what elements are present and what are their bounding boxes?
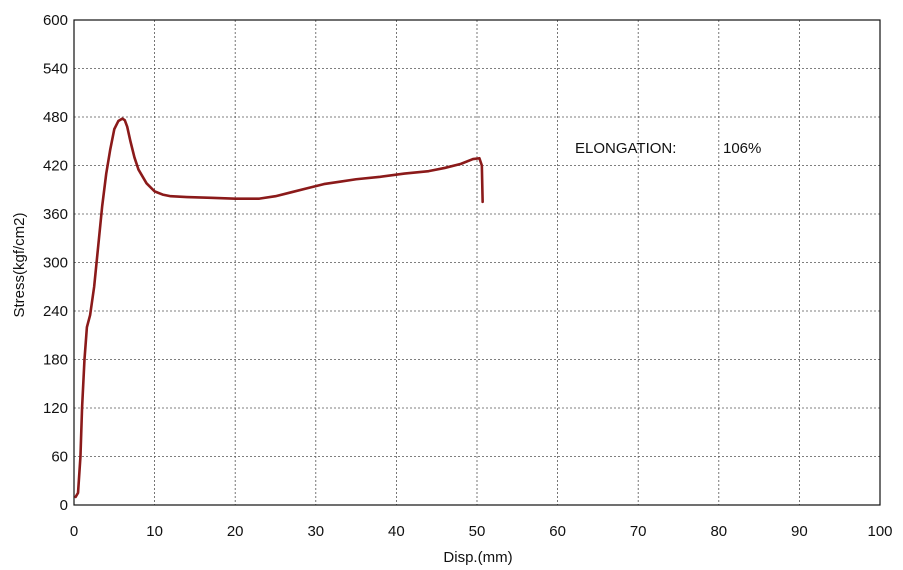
x-tick-label: 50 xyxy=(469,523,486,540)
y-axis-ticks: 0 60 120 180 240 300 360 420 480 540 600 xyxy=(43,12,68,514)
y-tick-label: 240 xyxy=(43,303,68,320)
grid xyxy=(73,19,881,506)
x-tick-label: 30 xyxy=(307,523,324,540)
x-tick-label: 90 xyxy=(791,523,808,540)
y-axis-label: Stress(kgf/cm2) xyxy=(11,212,28,317)
x-tick-label: 20 xyxy=(227,523,244,540)
elongation-label: ELONGATION: xyxy=(575,140,676,157)
x-axis-label: Disp.(mm) xyxy=(443,549,512,566)
x-tick-label: 70 xyxy=(630,523,647,540)
y-tick-label: 180 xyxy=(43,352,68,369)
x-tick-label: 40 xyxy=(388,523,405,540)
y-tick-label: 600 xyxy=(43,12,68,29)
y-tick-label: 540 xyxy=(43,61,68,78)
y-tick-label: 360 xyxy=(43,206,68,223)
stress-curve xyxy=(74,117,484,499)
plot-frame xyxy=(73,19,881,506)
y-tick-label: 120 xyxy=(43,400,68,417)
x-tick-label: 80 xyxy=(710,523,727,540)
x-tick-label: 0 xyxy=(70,523,78,540)
y-tick-label: 300 xyxy=(43,255,68,272)
y-tick-label: 480 xyxy=(43,109,68,126)
y-tick-label: 420 xyxy=(43,158,68,175)
elongation-value: 106% xyxy=(723,140,761,157)
x-tick-label: 100 xyxy=(867,523,892,540)
x-tick-label: 10 xyxy=(146,523,163,540)
y-tick-label: 0 xyxy=(60,497,68,514)
x-tick-label: 60 xyxy=(549,523,566,540)
x-axis-ticks: 0 10 20 30 40 50 60 70 80 90 100 xyxy=(70,523,893,540)
y-tick-label: 60 xyxy=(51,449,68,466)
